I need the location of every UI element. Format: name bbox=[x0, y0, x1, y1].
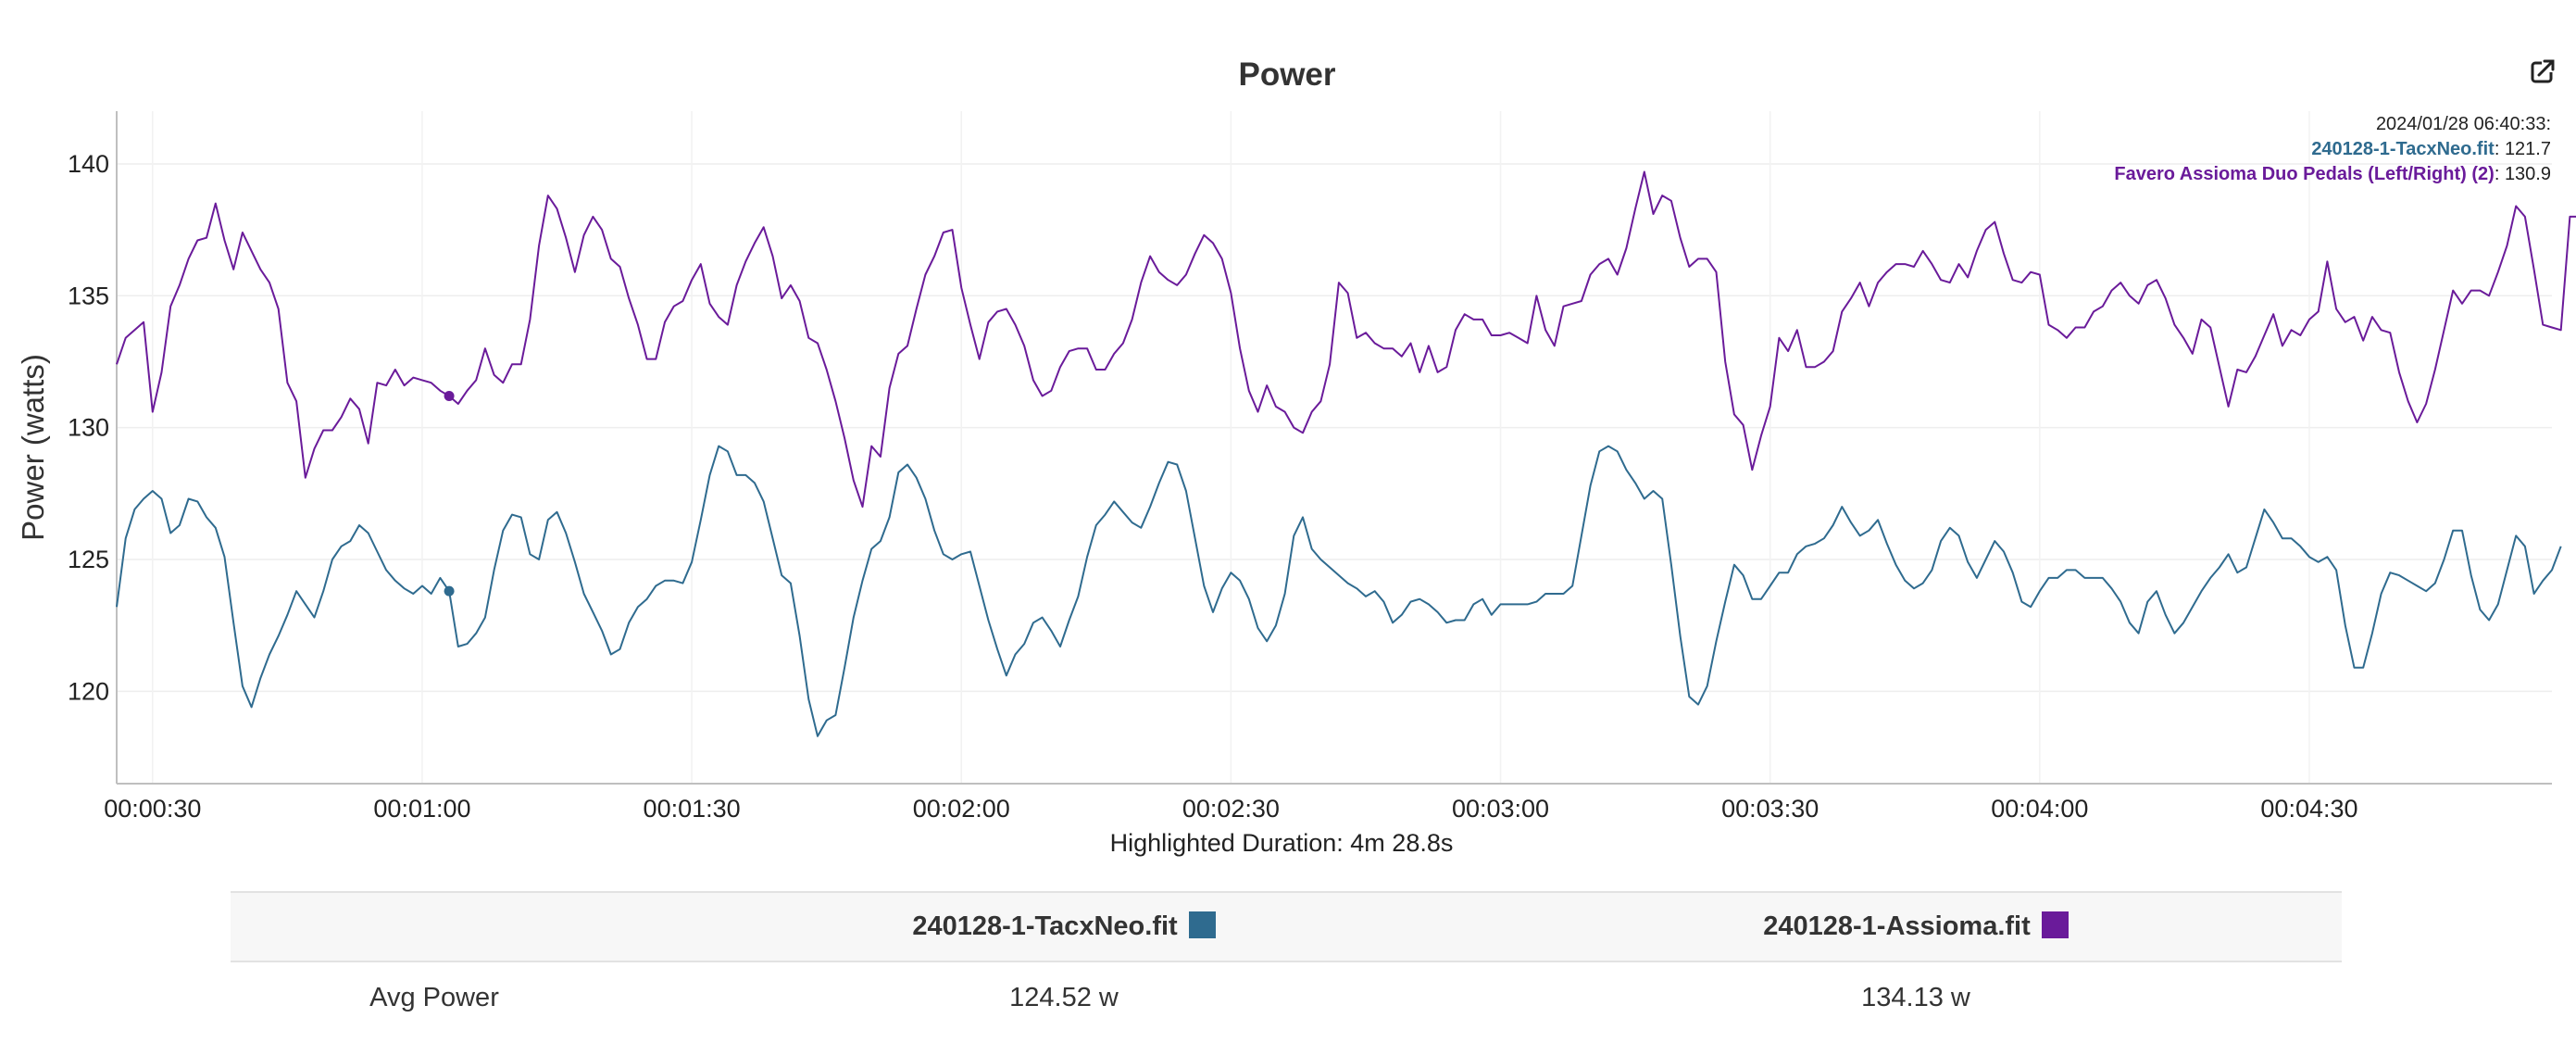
chart-title: Power bbox=[1238, 57, 1335, 93]
series-line-1 bbox=[116, 170, 2576, 509]
y-axis: 120 125 130 135 140 bbox=[68, 150, 109, 705]
y-tick-label: 140 bbox=[68, 150, 109, 178]
y-tick-label: 135 bbox=[68, 282, 109, 309]
x-tick-label: 00:02:00 bbox=[913, 795, 1010, 823]
x-tick-label: 00:00:30 bbox=[104, 795, 201, 823]
header-tacx: 240128-1-TacxNeo.fit bbox=[638, 891, 1490, 962]
tooltip-row-tacx: 240128-1-TacxNeo.fit: 121.7 bbox=[2311, 139, 2551, 159]
header-label: 240128-1-Assioma.fit bbox=[1763, 911, 2031, 941]
row-label: Avg Power bbox=[369, 982, 499, 1012]
x-axis: 00:00:30 00:01:00 00:01:30 00:02:00 00:02:30… bbox=[104, 795, 2357, 823]
export-icon[interactable] bbox=[2531, 57, 2557, 83]
y-axis-title: Power (watts) bbox=[16, 354, 50, 541]
x-tick-label: 00:01:00 bbox=[373, 795, 470, 823]
highlight-point-0 bbox=[444, 585, 455, 597]
highlighted-duration: Highlighted Duration: 4m 28.8s bbox=[1110, 829, 1454, 857]
row-value-tacx: 124.52 w bbox=[1009, 982, 1119, 1012]
series-line-0 bbox=[116, 445, 2562, 737]
x-tick-label: 00:03:30 bbox=[1721, 795, 1819, 823]
tooltip-timestamp: 2024/01/28 06:40:33: bbox=[2376, 114, 2551, 134]
tooltip-series-value: 130.9 bbox=[2505, 164, 2551, 184]
series-markers bbox=[444, 390, 455, 597]
tooltip-row-favero: Favero Assioma Duo Pedals (Left/Right) (… bbox=[2114, 164, 2551, 184]
header-empty-cell bbox=[231, 891, 638, 962]
y-tick-label: 125 bbox=[68, 546, 109, 573]
tooltip-series-name: 240128-1-TacxNeo.fit bbox=[2311, 139, 2495, 159]
x-tick-label: 00:04:00 bbox=[1991, 795, 2088, 823]
summary-table: 240128-1-TacxNeo.fit 240128-1-Assioma.fi… bbox=[231, 891, 2342, 1033]
assioma-swatch bbox=[2041, 911, 2069, 938]
x-tick-label: 00:02:30 bbox=[1182, 795, 1280, 823]
summary-header-row: 240128-1-TacxNeo.fit 240128-1-Assioma.fi… bbox=[231, 891, 2342, 962]
tooltip-series-name: Favero Assioma Duo Pedals (Left/Right) (… bbox=[2114, 164, 2494, 184]
tacx-swatch bbox=[1188, 911, 1216, 938]
tooltip: 2024/01/28 06:40:33: 240128-1-TacxNeo.fi… bbox=[2114, 114, 2551, 184]
row-value-assioma: 134.13 w bbox=[1861, 982, 1970, 1012]
x-tick-label: 00:03:00 bbox=[1452, 795, 1549, 823]
y-tick-label: 120 bbox=[68, 677, 109, 705]
gridlines bbox=[117, 111, 2552, 784]
header-assioma: 240128-1-Assioma.fit bbox=[1490, 891, 2342, 962]
series-lines bbox=[116, 170, 2576, 737]
header-label: 240128-1-TacxNeo.fit bbox=[912, 911, 1178, 941]
y-tick-label: 130 bbox=[68, 414, 109, 442]
x-tick-label: 00:04:30 bbox=[2260, 795, 2357, 823]
table-row: Avg Power 124.52 w 134.13 w bbox=[231, 961, 2342, 1033]
highlight-point-1 bbox=[444, 390, 455, 401]
tooltip-series-value: 121.7 bbox=[2505, 139, 2551, 159]
x-tick-label: 00:01:30 bbox=[644, 795, 741, 823]
